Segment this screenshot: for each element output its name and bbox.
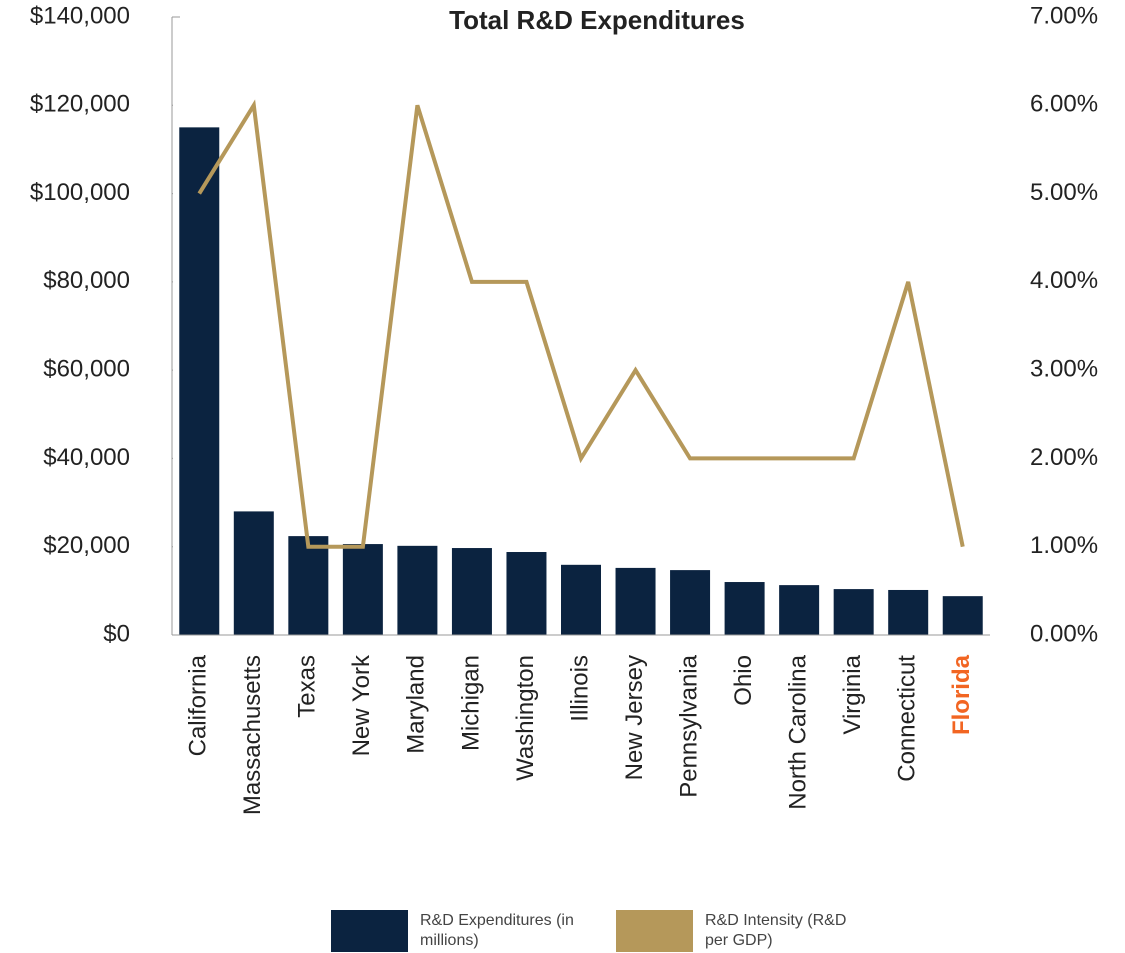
x-tick-label: Texas xyxy=(294,655,321,718)
x-tick-label: Illinois xyxy=(566,655,593,722)
x-tick-label: Virginia xyxy=(839,654,866,734)
y2-tick-label: 1.00% xyxy=(1030,532,1098,559)
x-tick-label: New York xyxy=(348,654,375,756)
bar xyxy=(942,596,983,635)
y2-tick-label: 2.00% xyxy=(1030,444,1098,471)
y2-tick-label: 6.00% xyxy=(1030,91,1098,118)
bar xyxy=(397,545,438,635)
bar xyxy=(342,544,383,635)
bar xyxy=(561,564,601,635)
bar xyxy=(670,570,711,635)
bar xyxy=(288,536,329,635)
y2-tick-label: 3.00% xyxy=(1030,355,1098,382)
bar xyxy=(451,548,492,635)
bar xyxy=(179,127,220,635)
bar xyxy=(724,582,765,635)
x-tick-label: Florida xyxy=(948,654,975,735)
x-tick-label: Massachusetts xyxy=(239,655,266,815)
x-tick-label: Connecticut xyxy=(894,655,921,782)
bar xyxy=(615,567,656,635)
line xyxy=(197,99,965,549)
x-tick-label: Michigan xyxy=(457,655,484,751)
y-tick-label: $0 xyxy=(103,620,130,647)
legend-label: R&D Intensity (R&D per GDP) xyxy=(705,912,847,949)
y-tick-label: $120,000 xyxy=(30,91,130,118)
x-tick-label: California xyxy=(185,654,212,756)
chart: Total R&D Expenditures $0 $20,000 $40,000 $… xyxy=(30,2,1098,815)
bar xyxy=(888,589,929,635)
legend-swatch xyxy=(331,910,408,952)
legend-item: R&D Expenditures (in millions) xyxy=(331,910,580,952)
bar xyxy=(779,585,820,635)
x-tick-label: North Carolina xyxy=(784,654,811,809)
x-tick-label: Maryland xyxy=(403,655,430,754)
bar xyxy=(833,589,874,635)
bar xyxy=(233,511,274,635)
y-tick-label: $140,000 xyxy=(30,2,130,29)
x-tick-label: Pennsylvania xyxy=(675,654,702,797)
legend-swatch xyxy=(616,910,693,952)
y-tick-label: $100,000 xyxy=(30,179,130,206)
legend-label: R&D Expenditures (in millions) xyxy=(420,912,574,949)
y-tick-label: $40,000 xyxy=(43,444,130,471)
y2-tick-label: 7.00% xyxy=(1030,2,1098,29)
y2-tick-label: 4.00% xyxy=(1030,267,1098,294)
y2-tick-label: 5.00% xyxy=(1030,179,1098,206)
legend-item: R&D Intensity (R&D per GDP) xyxy=(616,910,865,952)
y2-tick-label: 0.00% xyxy=(1030,620,1098,647)
chart-title: Total R&D Expenditures xyxy=(449,5,745,35)
bar xyxy=(506,552,547,635)
y-tick-label: $20,000 xyxy=(43,532,130,559)
x-tick-label: Ohio xyxy=(730,655,757,706)
x-tick-label: New Jersey xyxy=(621,655,648,780)
x-tick-label: Washington xyxy=(512,655,539,781)
y-tick-label: $60,000 xyxy=(43,355,130,382)
y-tick-label: $80,000 xyxy=(43,267,130,294)
